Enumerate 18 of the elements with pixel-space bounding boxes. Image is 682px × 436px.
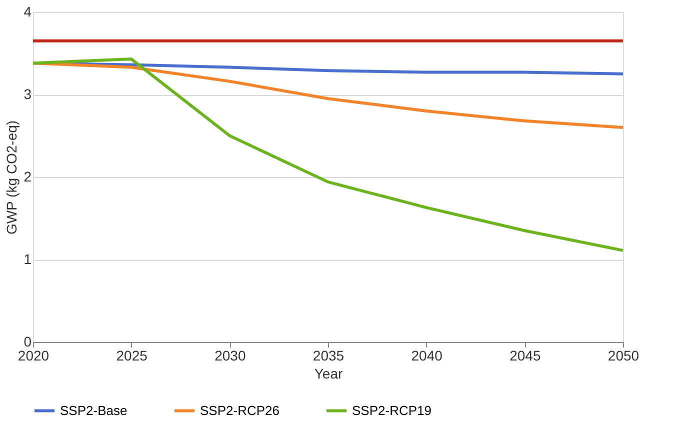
x-tick-label: 2035 xyxy=(312,348,344,364)
y-tick-label: 1 xyxy=(24,251,32,267)
x-tick-label: 2050 xyxy=(608,348,640,364)
x-tick-label: 2045 xyxy=(510,348,541,364)
x-tick-label: 2025 xyxy=(116,348,148,364)
y-tick-label: 3 xyxy=(24,86,32,102)
y-tick-label: 2 xyxy=(24,168,32,184)
legend-label: SSP2-RCP26 xyxy=(200,402,280,418)
y-tick-label: 0 xyxy=(24,334,32,350)
legend-label: SSP2-RCP19 xyxy=(352,402,432,418)
legend-label: SSP2-Base xyxy=(60,402,128,418)
x-axis-title: Year xyxy=(314,366,343,382)
y-tick-label: 4 xyxy=(24,4,32,20)
y-axis-title: GWP (kg CO2-eq) xyxy=(4,120,20,235)
x-tick-label: 2020 xyxy=(18,348,50,364)
x-tick-label: 2030 xyxy=(214,348,246,364)
line-series xyxy=(32,58,624,252)
x-tick-label: 2040 xyxy=(411,348,443,364)
